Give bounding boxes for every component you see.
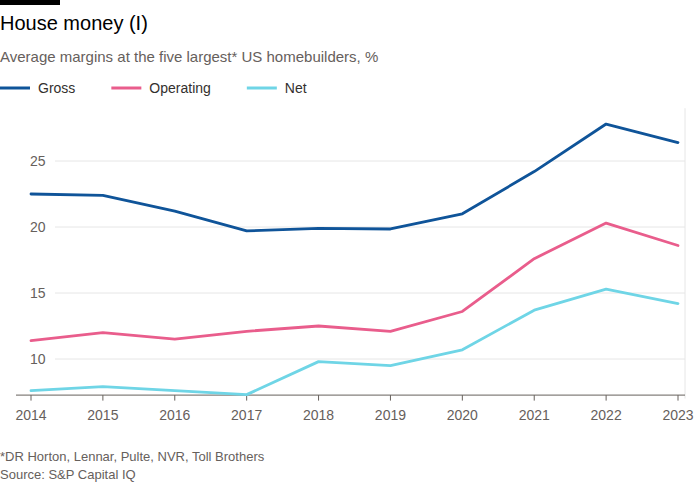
series-line xyxy=(31,124,678,231)
x-tick-label: 2021 xyxy=(519,407,550,423)
x-tick-label: 2022 xyxy=(591,407,622,423)
x-tick xyxy=(678,395,679,401)
y-tick-label: 20 xyxy=(30,219,46,235)
y-tick-label: 10 xyxy=(30,351,46,367)
x-tick xyxy=(102,395,103,401)
x-tick-label: 2019 xyxy=(375,407,406,423)
note: *DR Horton, Lennar, Pulte, NVR, Toll Bro… xyxy=(0,449,265,464)
legend-swatch xyxy=(247,87,277,90)
x-tick xyxy=(534,395,535,401)
y-tick-label: 15 xyxy=(30,285,46,301)
legend-label: Gross xyxy=(38,80,75,96)
y-range-line xyxy=(685,108,686,398)
x-tick xyxy=(31,395,32,401)
legend-swatch xyxy=(0,87,30,90)
x-tick xyxy=(174,395,175,401)
x-tick-label: 2014 xyxy=(15,407,46,423)
plot-lines xyxy=(31,124,678,395)
legend-label: Net xyxy=(285,80,307,96)
subtitle: Average margins at the five largest* US … xyxy=(0,48,378,65)
legend-swatch xyxy=(111,87,141,90)
note: Source: S&P Capital IQ xyxy=(0,467,136,482)
x-tick xyxy=(462,395,463,401)
x-tick-label: 2018 xyxy=(303,407,334,423)
x-tick-label: 2017 xyxy=(231,407,262,423)
title: House money (I) xyxy=(0,12,148,34)
grid-line xyxy=(55,227,685,228)
x-tick xyxy=(390,395,391,401)
x-tick-label: 2015 xyxy=(87,407,118,423)
series-line xyxy=(31,223,678,340)
series-line xyxy=(31,289,678,395)
x-axis-line xyxy=(16,395,685,396)
x-tick-label: 2020 xyxy=(447,407,478,423)
top-bar xyxy=(0,0,60,5)
legend-label: Operating xyxy=(149,80,210,96)
chart: House money (I) Average margins at the fi… xyxy=(0,0,700,500)
y-tick-label: 25 xyxy=(30,153,46,169)
x-tick-label: 2016 xyxy=(159,407,190,423)
x-tick-label: 2023 xyxy=(662,407,693,423)
grid-line xyxy=(55,359,685,360)
grid-line xyxy=(55,161,685,162)
x-tick xyxy=(318,395,319,401)
x-tick xyxy=(606,395,607,401)
